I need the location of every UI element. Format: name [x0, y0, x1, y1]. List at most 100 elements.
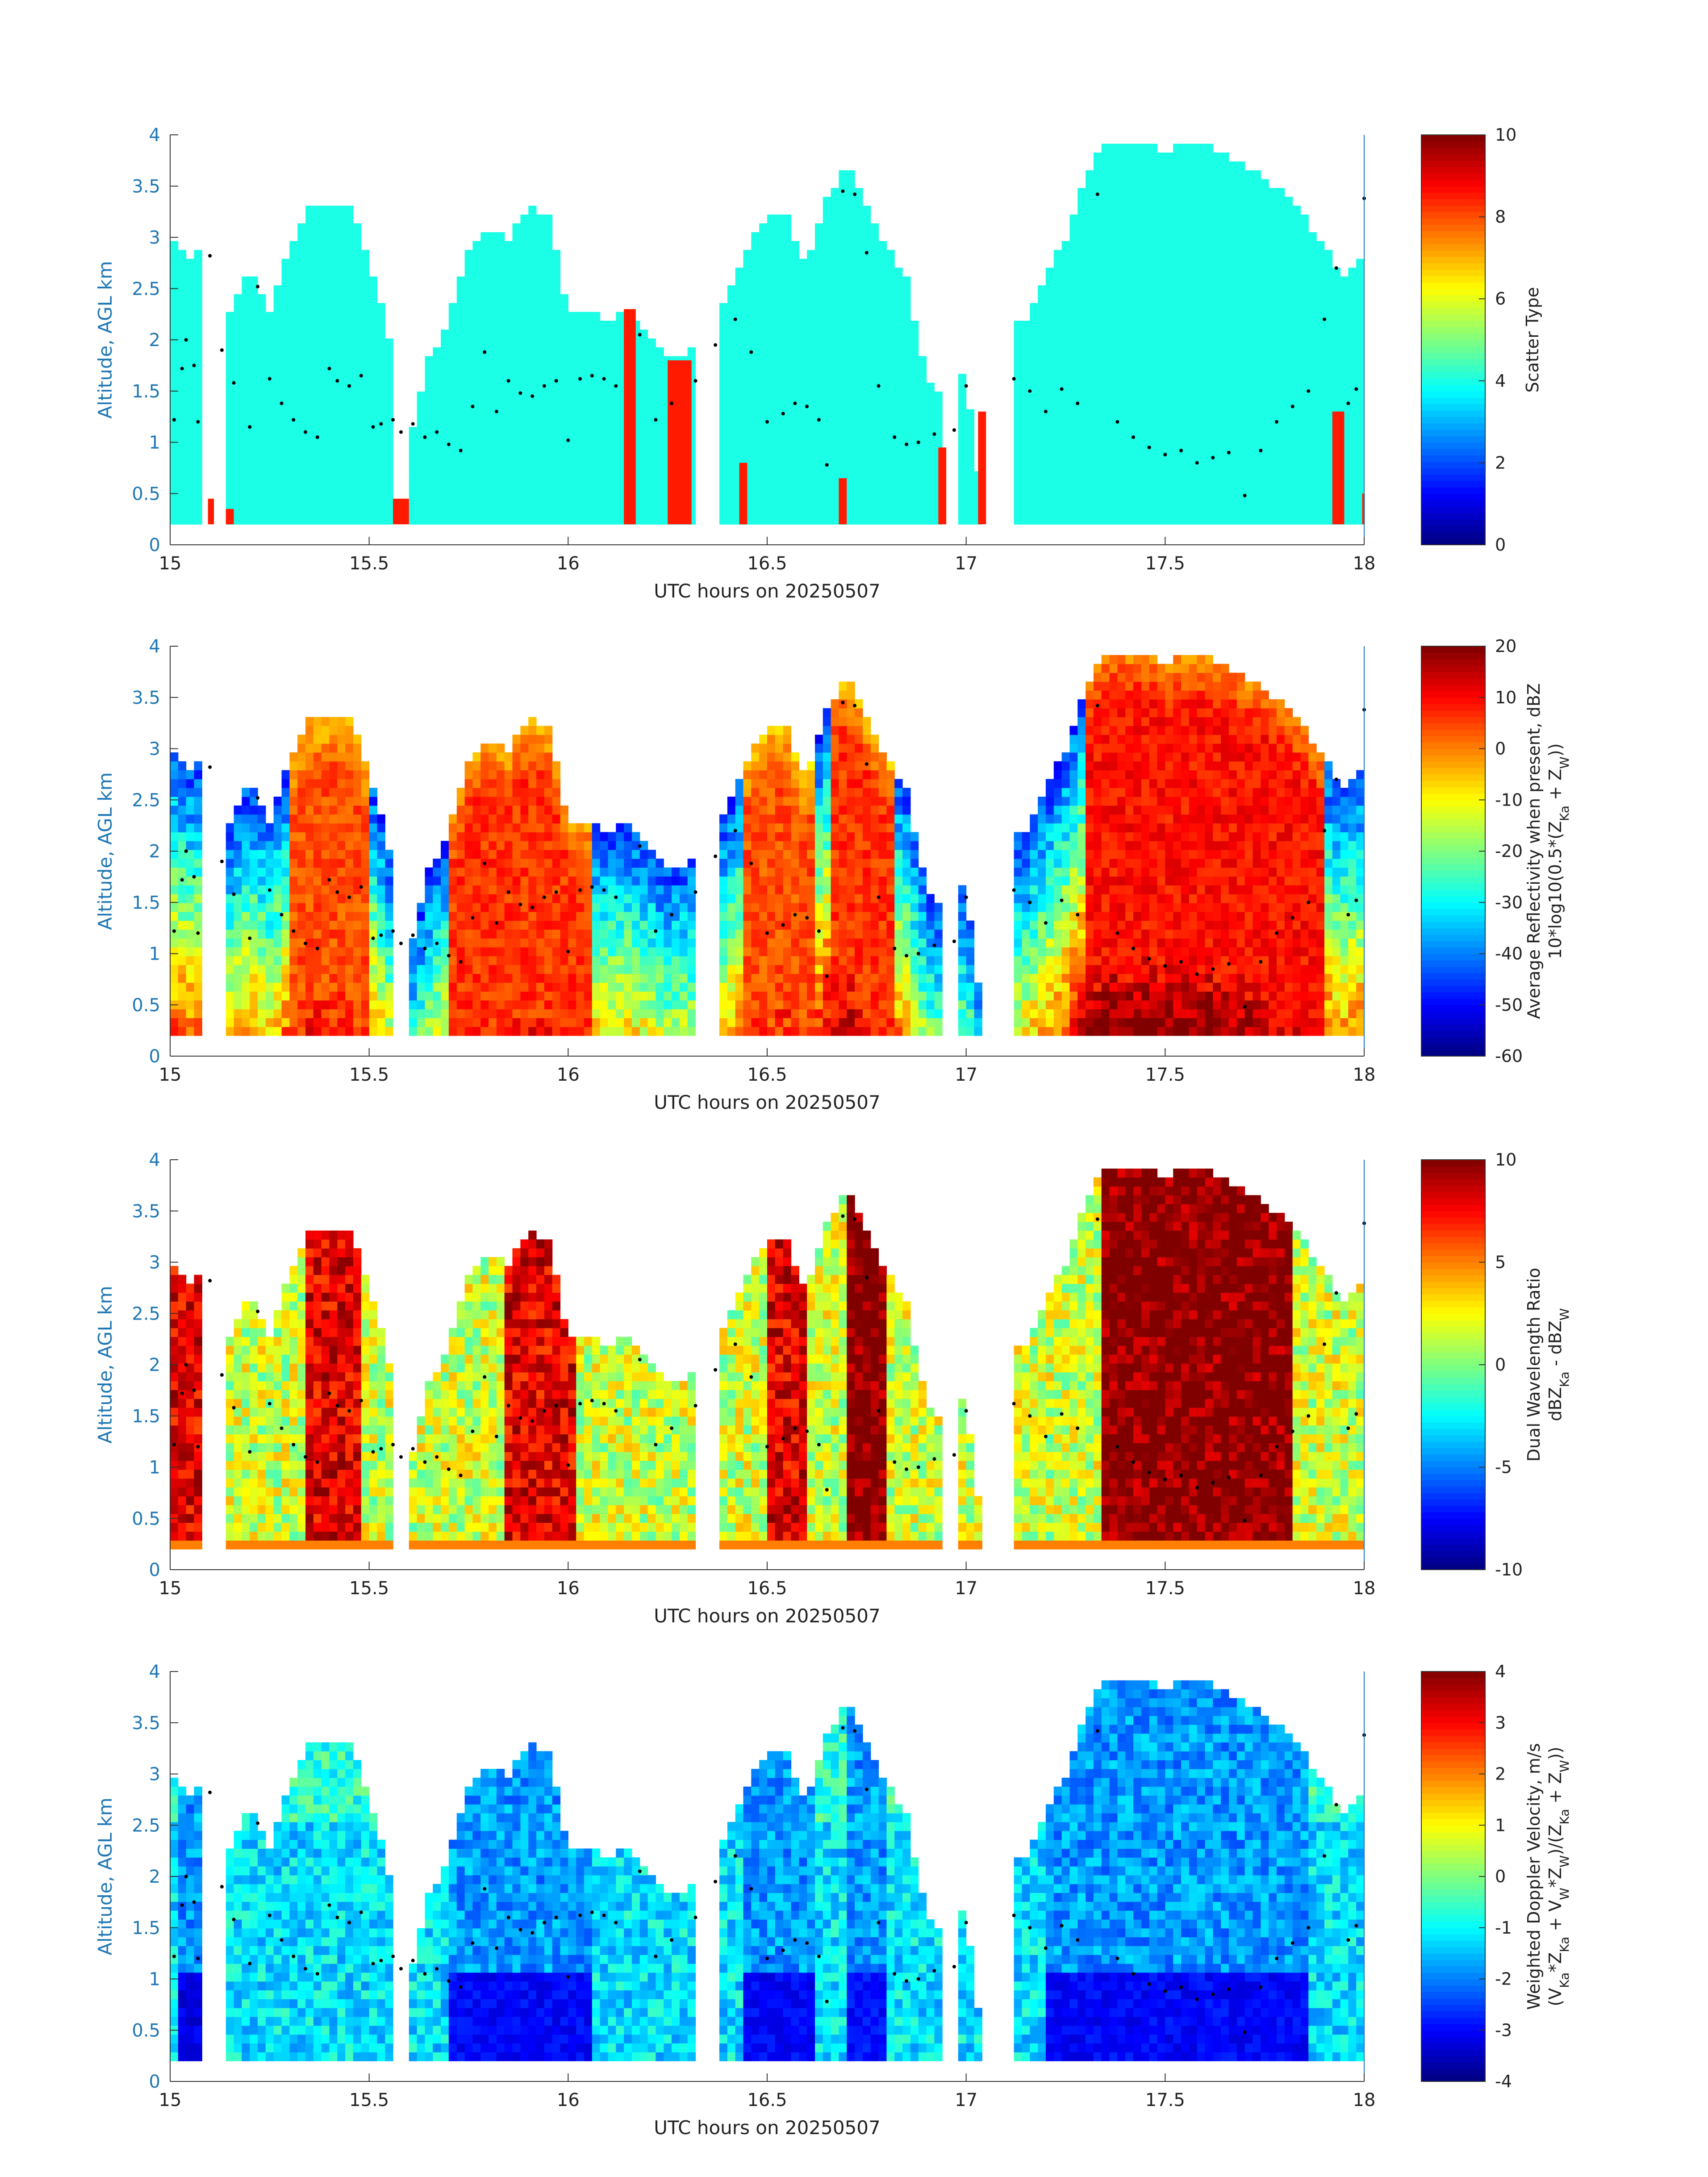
heatmap-cell	[194, 276, 202, 286]
heatmap-cell	[831, 506, 839, 516]
heatmap-cell	[242, 849, 250, 859]
heatmap-cell	[600, 515, 608, 525]
heatmap-cell	[1077, 374, 1086, 383]
heatmap-cell	[1173, 294, 1182, 304]
heatmap-cell	[1101, 276, 1110, 286]
heatmap-cell	[870, 356, 879, 365]
heatmap-cell	[313, 330, 322, 339]
heatmap-cell	[528, 303, 537, 312]
heatmap-cell	[886, 294, 895, 304]
heatmap-cell	[361, 497, 370, 507]
heatmap-cell	[910, 391, 919, 401]
heatmap-cell	[528, 232, 537, 242]
heatmap-cell	[1157, 321, 1165, 330]
heatmap-cell	[1157, 427, 1165, 436]
heatmap-cell	[1276, 418, 1285, 427]
heatmap-cell	[1213, 347, 1221, 357]
heatmap-cell	[504, 506, 513, 516]
heatmap-cell	[1213, 223, 1221, 233]
heatmap-cell	[1109, 188, 1118, 197]
marker-dot	[530, 394, 535, 398]
heatmap-cell	[1101, 214, 1110, 224]
heatmap-cell	[1157, 391, 1165, 401]
heatmap-cell	[377, 365, 385, 374]
heatmap-cell	[1173, 418, 1182, 427]
heatmap-cell	[448, 506, 457, 516]
heatmap-cell	[544, 427, 553, 436]
heatmap-cell	[1324, 444, 1333, 454]
heatmap-cell	[1284, 250, 1293, 259]
heatmap-cell	[536, 232, 545, 242]
heatmap-cell	[194, 267, 202, 277]
heatmap-cell	[170, 427, 179, 436]
heatmap-cell	[1221, 409, 1229, 418]
heatmap-cell	[281, 1018, 290, 1027]
heatmap-cell	[1101, 418, 1110, 427]
heatmap-cell	[448, 418, 457, 427]
heatmap-cell	[425, 409, 433, 418]
heatmap-cell	[297, 920, 306, 930]
heatmap-cell	[1276, 453, 1285, 463]
heatmap-cell	[1213, 427, 1221, 436]
heatmap-cell	[576, 462, 585, 472]
heatmap-cell	[258, 1018, 266, 1027]
heatmap-cell	[1157, 347, 1165, 357]
secondary-column	[1362, 493, 1365, 525]
heatmap-cell	[1189, 205, 1198, 215]
heatmap-cell	[186, 285, 195, 295]
heatmap-cell	[783, 418, 792, 427]
heatmap-cell	[1053, 497, 1062, 507]
heatmap-cell	[918, 365, 927, 374]
heatmap-cell	[281, 435, 290, 445]
heatmap-cell	[1022, 427, 1030, 436]
marker-dot	[1060, 387, 1064, 391]
heatmap-cell	[226, 947, 234, 957]
heatmap-cell	[273, 796, 282, 806]
heatmap-cell	[345, 267, 354, 277]
heatmap-cell	[743, 267, 752, 277]
heatmap-cell	[1149, 506, 1158, 516]
heatmap-cell	[472, 453, 481, 463]
heatmap-cell	[258, 400, 266, 409]
heatmap-cell	[1069, 232, 1078, 242]
heatmap-cell	[1181, 294, 1190, 304]
heatmap-cell	[1253, 223, 1261, 233]
heatmap-cell	[831, 374, 839, 383]
heatmap-cell	[1213, 294, 1221, 304]
heatmap-cell	[1300, 418, 1309, 427]
heatmap-cell	[496, 232, 505, 242]
heatmap-cell	[433, 489, 441, 498]
heatmap-cell	[297, 1009, 306, 1018]
heatmap-cell	[1292, 356, 1301, 365]
heatmap-cell	[536, 356, 545, 365]
colorbar-swatch	[1421, 147, 1485, 155]
heatmap-cell	[1308, 409, 1317, 418]
heatmap-cell	[353, 506, 362, 516]
heatmap-cell	[281, 841, 290, 850]
heatmap-cell	[1165, 480, 1173, 489]
heatmap-cell	[878, 356, 887, 365]
heatmap-cell	[1221, 188, 1229, 197]
heatmap-cell	[751, 480, 760, 489]
heatmap-cell	[1205, 161, 1213, 171]
heatmap-cell	[417, 480, 425, 489]
heatmap-cell	[759, 365, 768, 374]
heatmap-cell	[862, 259, 871, 268]
heatmap-cell	[1197, 232, 1205, 242]
heatmap-cell	[258, 823, 266, 832]
heatmap-cell	[727, 427, 736, 436]
heatmap-cell	[791, 480, 799, 489]
heatmap-cell	[464, 338, 473, 348]
heatmap-cell	[1101, 462, 1110, 472]
heatmap-cell	[1308, 294, 1317, 304]
heatmap-cell	[170, 823, 179, 832]
heatmap-cell	[855, 347, 863, 357]
heatmap-cell	[273, 435, 282, 445]
heatmap-cell	[1261, 462, 1269, 472]
heatmap-cell	[1197, 515, 1205, 525]
heatmap-cell	[297, 347, 306, 357]
heatmap-cell	[1244, 285, 1253, 295]
heatmap-cell	[1205, 276, 1213, 286]
heatmap-cell	[369, 418, 378, 427]
heatmap-cell	[536, 418, 545, 427]
